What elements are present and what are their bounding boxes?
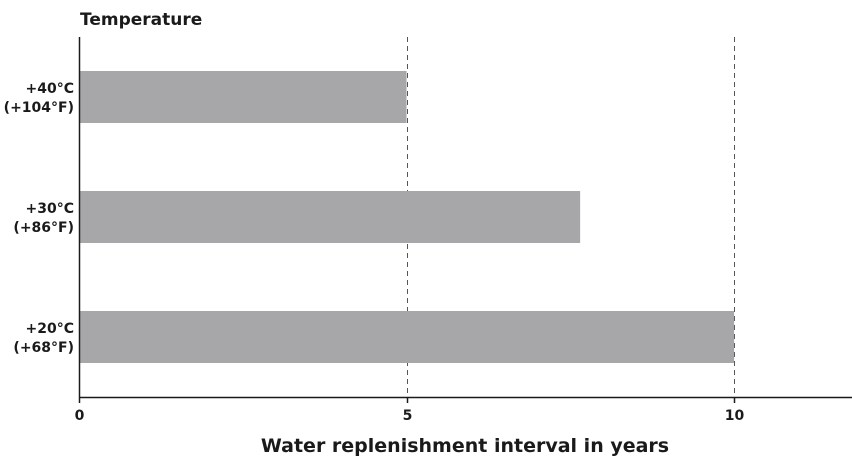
- chart-title: Temperature: [80, 10, 202, 30]
- bar-layer: [79, 71, 735, 363]
- category-label-line1-1: +30°C: [26, 201, 75, 217]
- category-label-line2-1: (+86°F): [13, 220, 74, 236]
- x-tick-label-0: 0: [75, 408, 85, 424]
- axis-layer: [78, 37, 852, 403]
- category-label-2: +20°C (+68°F): [13, 321, 74, 356]
- label-layer: +40°C (+104°F) +30°C (+86°F) +20°C (+68°F) 0 5 1…: [4, 81, 745, 424]
- x-tick-label-5: 5: [403, 408, 413, 424]
- category-label-1: +30°C (+86°F): [13, 201, 74, 236]
- category-label-line2-2: (+68°F): [13, 340, 74, 356]
- bar-1: [79, 191, 581, 243]
- category-label-line2-0: (+104°F): [4, 100, 74, 116]
- bar-2: [79, 311, 735, 363]
- category-label-line1-0: +40°C: [26, 81, 75, 97]
- category-label-0: +40°C (+104°F): [4, 81, 74, 116]
- category-label-line1-2: +20°C: [26, 321, 75, 337]
- x-tick-label-10: 10: [725, 408, 745, 424]
- x-axis-label: Water replenishment interval in years: [261, 435, 669, 457]
- bar-0: [79, 71, 407, 123]
